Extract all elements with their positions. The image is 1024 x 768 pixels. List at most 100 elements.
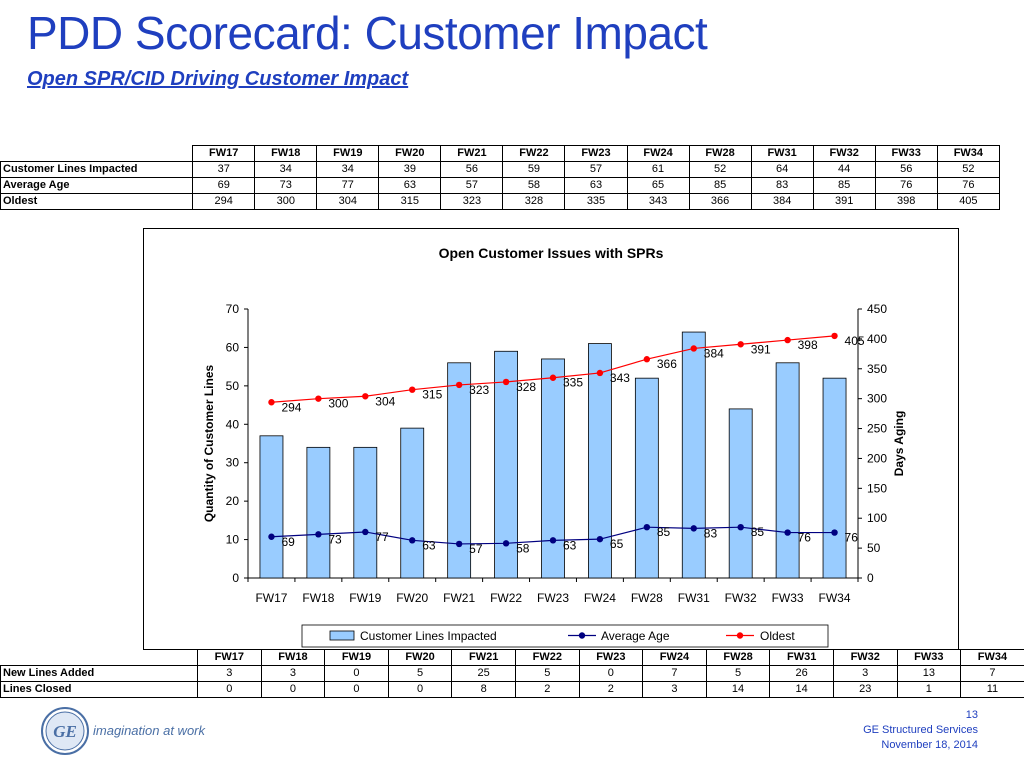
data-label-oldest: 391 — [751, 342, 771, 356]
ge-logo-text: GE — [53, 722, 77, 741]
right-axis-tick-label: 100 — [867, 511, 887, 525]
top-table-cell: 52 — [936, 161, 1001, 178]
company-name: GE Structured Services — [863, 724, 978, 736]
bar-customer-lines-impacted — [306, 446, 331, 579]
top-table-cell: 398 — [874, 193, 938, 210]
top-table-cell: 366 — [688, 193, 752, 210]
point-average-age — [409, 537, 416, 544]
x-axis-tick-label: FW19 — [349, 591, 381, 605]
top-table-column-header: FW18 — [254, 145, 318, 162]
top-table-cell: 304 — [316, 193, 380, 210]
bottom-table-cell: 14 — [769, 681, 834, 698]
top-table-column-header: FW31 — [750, 145, 814, 162]
bottom-table-corner-cell — [1, 650, 198, 666]
bottom-table-column-header: FW23 — [578, 649, 644, 666]
top-table-cell: 56 — [440, 161, 504, 178]
top-table-cell: 63 — [564, 177, 628, 194]
top-table-row: Customer Lines Impacted 37 34 34 39 56 59 57 61 5… — [0, 161, 1001, 178]
top-table-cell: 52 — [688, 161, 752, 178]
top-table-cell: 73 — [254, 177, 318, 194]
top-table-column-header: FW19 — [316, 145, 380, 162]
bottom-table-cell: 8 — [451, 681, 516, 698]
bottom-table-cell: 0 — [260, 681, 326, 698]
bottom-table-cell: 0 — [324, 681, 389, 698]
data-label-oldest: 366 — [657, 357, 677, 371]
point-oldest — [362, 393, 369, 400]
bottom-table-row-label: New Lines Added — [0, 665, 198, 682]
footer-info: 13 GE Structured Services November 18, 2… — [863, 708, 978, 753]
bottom-table-cell: 5 — [387, 665, 453, 682]
right-axis-tick-label: 200 — [867, 451, 887, 465]
bar-customer-lines-impacted — [634, 377, 659, 579]
data-label-average-age: 57 — [469, 542, 483, 556]
bar-customer-lines-impacted — [822, 377, 847, 579]
legend-swatch-customer-lines-impacted — [329, 630, 355, 641]
bottom-table-cell: 0 — [197, 681, 262, 698]
bar-customer-lines-impacted — [494, 350, 518, 579]
top-table-corner-cell — [1, 146, 193, 162]
bottom-table-column-header: FW24 — [642, 649, 707, 666]
top-table-cell: 300 — [254, 193, 318, 210]
bottom-table-cell: 11 — [960, 681, 1024, 698]
point-oldest — [643, 356, 651, 363]
top-table-cell: 294 — [192, 193, 256, 210]
bottom-table-cell: 14 — [705, 681, 771, 698]
right-axis-tick-label: 50 — [867, 541, 881, 555]
page-title: PDD Scorecard: Customer Impact — [27, 7, 708, 59]
point-average-age — [737, 523, 744, 531]
y2-axis-title: Days Aging — [892, 411, 906, 477]
data-label-average-age: 76 — [845, 531, 859, 545]
data-label-average-age: 58 — [516, 541, 530, 555]
bottom-table-cell: 2 — [514, 681, 580, 698]
data-label-oldest: 328 — [516, 380, 536, 394]
bar-customer-lines-impacted — [588, 343, 612, 579]
top-table-cell: 61 — [626, 161, 690, 178]
bottom-table-column-header: FW19 — [324, 649, 389, 666]
data-label-average-age: 76 — [798, 531, 812, 545]
top-table-cell: 335 — [564, 193, 628, 210]
top-table-row-label: Average Age — [0, 177, 194, 194]
data-label-oldest: 315 — [422, 388, 442, 402]
bottom-table-column-header: FW28 — [705, 649, 771, 666]
bottom-table-column-header: FW33 — [896, 649, 962, 666]
bottom-table-cell: 7 — [642, 665, 707, 682]
bottom-table-cell: 7 — [960, 665, 1024, 682]
top-table-cell: 323 — [440, 193, 504, 210]
bottom-table-cell: 5 — [514, 665, 580, 682]
data-label-average-age: 73 — [328, 532, 342, 546]
data-label-average-age: 85 — [751, 525, 765, 539]
point-average-age — [315, 531, 322, 538]
page-subtitle: Open SPR/CID Driving Customer Impact — [27, 68, 409, 90]
data-label-oldest: 300 — [328, 397, 348, 411]
right-axis-tick-label: 350 — [867, 362, 887, 376]
right-axis-tick-label: 400 — [867, 332, 887, 346]
point-average-age — [455, 540, 463, 548]
top-table-column-header: FW22 — [502, 145, 566, 162]
legend-marker-average-age — [578, 632, 586, 639]
top-table-cell: 76 — [936, 177, 1001, 194]
top-table-cell: 405 — [936, 193, 1001, 210]
top-table-column-header: FW23 — [564, 145, 628, 162]
top-table-row: Average Age 69 73 77 63 57 58 63 65 85 83 85 76 76 — [0, 177, 1001, 194]
ge-logo: GE — [40, 706, 90, 761]
data-label-oldest: 335 — [563, 376, 583, 390]
point-average-age — [549, 537, 557, 544]
chart-legend — [301, 624, 829, 648]
point-oldest — [831, 332, 838, 340]
bottom-table-cell: 1 — [896, 681, 962, 698]
top-table-cell: 34 — [254, 161, 318, 178]
left-axis-tick-label: 30 — [226, 456, 240, 470]
top-table-cell: 63 — [378, 177, 442, 194]
top-table-cell: 37 — [192, 161, 256, 178]
data-label-average-age: 63 — [563, 538, 577, 552]
top-table-cell: 65 — [626, 177, 690, 194]
data-label-oldest: 405 — [845, 334, 865, 348]
legend-label-oldest: Oldest — [760, 629, 795, 643]
top-data-table: FW17 FW18 FW19 FW20 FW21 FW22 FW23 FW24 FW28 FW31… — [0, 145, 1001, 210]
bottom-table-column-header: FW31 — [769, 649, 834, 666]
bottom-table-column-header: FW18 — [260, 649, 326, 666]
point-average-age — [784, 529, 791, 536]
bottom-table-column-header: FW32 — [832, 649, 898, 666]
bottom-table-cell: 23 — [832, 681, 898, 698]
point-average-age — [362, 528, 369, 536]
